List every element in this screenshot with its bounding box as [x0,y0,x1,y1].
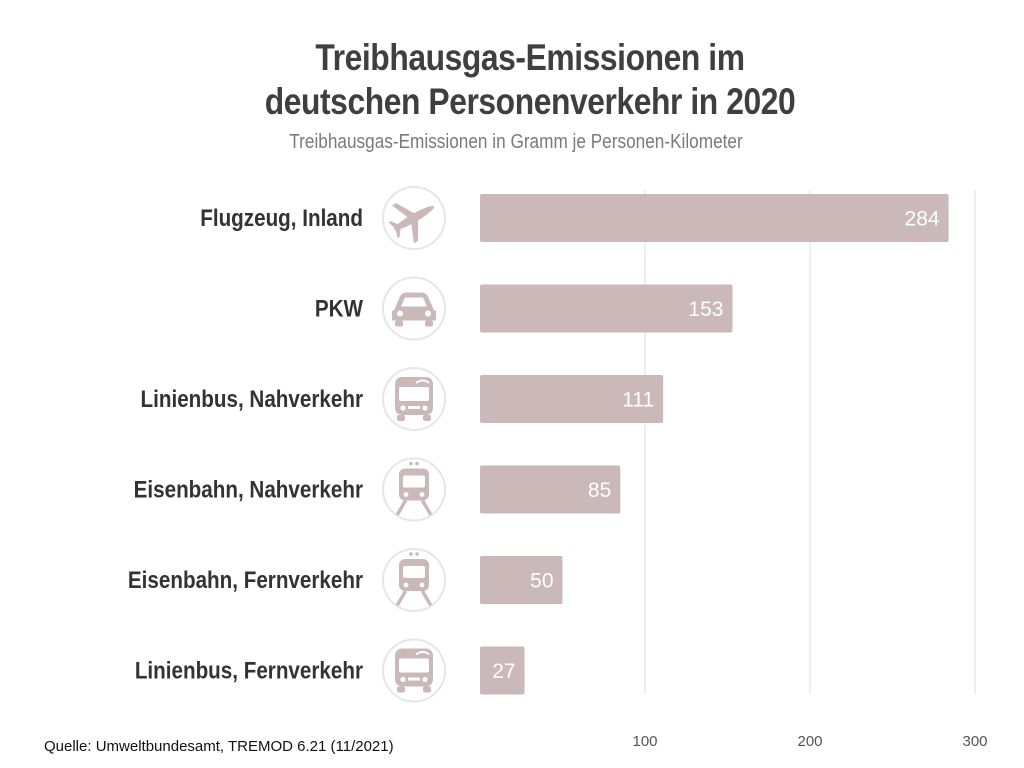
x-tick-label: 200 [797,733,822,750]
source-note: Quelle: Umweltbundesamt, TREMOD 6.21 (11… [44,738,394,755]
car-icon [382,276,446,341]
value-label: 85 [588,479,611,502]
value-label: 284 [905,208,940,231]
x-tick-label: 100 [632,733,657,750]
category-label: Eisenbahn, Nahverkehr [134,476,364,503]
chart-title: Treibhausgas-Emissionen im deutschen Per… [74,36,986,124]
chart-title-line-2: deutschen Personenverkehr in 2020 [264,81,796,122]
x-tick-label: 300 [962,733,987,750]
value-label: 27 [492,660,515,683]
value-label: 153 [688,298,723,321]
category-label: Linienbus, Fernverkehr [135,657,363,684]
bar [480,284,733,333]
train-icon [382,548,446,612]
bar [480,375,664,423]
plane-icon [382,186,446,250]
category-label: Flugzeug, Inland [200,205,363,232]
bar [480,465,621,514]
value-label: 50 [530,570,553,593]
bus-icon [382,367,446,431]
category-label: Linienbus, Nahverkehr [141,386,364,413]
category-label: PKW [315,295,364,322]
chart-title-line-1: Treibhausgas-Emissionen im [315,37,745,78]
chart-subtitle: Treibhausgas-Emissionen in Gramm je Pers… [289,131,743,153]
category-label: Eisenbahn, Fernverkehr [128,567,363,594]
bar [480,646,525,695]
bar [480,556,563,604]
train-icon [382,457,446,522]
bus-icon [382,638,446,703]
value-label: 111 [622,389,654,412]
bar [480,194,949,242]
